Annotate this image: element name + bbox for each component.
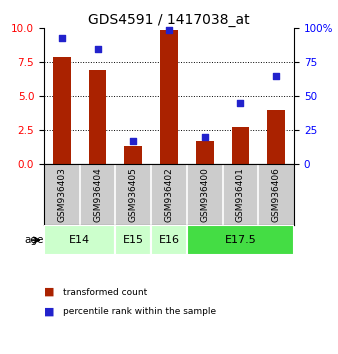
Text: percentile rank within the sample: percentile rank within the sample — [63, 307, 216, 316]
Bar — [160, 30, 178, 164]
Bar — [187, 225, 294, 255]
Point — [59, 35, 65, 41]
Bar — [53, 57, 71, 164]
Text: ■: ■ — [44, 307, 54, 316]
Bar — [196, 141, 214, 164]
Bar — [267, 110, 285, 164]
Bar — [151, 225, 187, 255]
Text: E17.5: E17.5 — [224, 235, 256, 245]
Text: GSM936400: GSM936400 — [200, 167, 209, 222]
Bar — [44, 225, 115, 255]
Point — [202, 134, 208, 139]
Text: E15: E15 — [123, 235, 144, 245]
Text: GSM936404: GSM936404 — [93, 167, 102, 222]
Title: GDS4591 / 1417038_at: GDS4591 / 1417038_at — [88, 13, 250, 27]
Text: E14: E14 — [69, 235, 90, 245]
Bar — [89, 70, 106, 164]
Point — [166, 27, 172, 33]
Text: GSM936403: GSM936403 — [57, 167, 66, 222]
Bar — [232, 127, 249, 164]
Point — [130, 138, 136, 144]
Point — [273, 73, 279, 79]
Bar — [124, 146, 142, 164]
Point — [238, 100, 243, 105]
Text: GSM936406: GSM936406 — [272, 167, 281, 222]
Text: GSM936402: GSM936402 — [165, 167, 173, 222]
Text: age: age — [25, 235, 44, 245]
Point — [95, 46, 100, 51]
Text: GSM936401: GSM936401 — [236, 167, 245, 222]
Text: GSM936405: GSM936405 — [129, 167, 138, 222]
Text: transformed count: transformed count — [63, 287, 147, 297]
Bar — [115, 225, 151, 255]
Text: E16: E16 — [159, 235, 179, 245]
Text: ■: ■ — [44, 287, 54, 297]
